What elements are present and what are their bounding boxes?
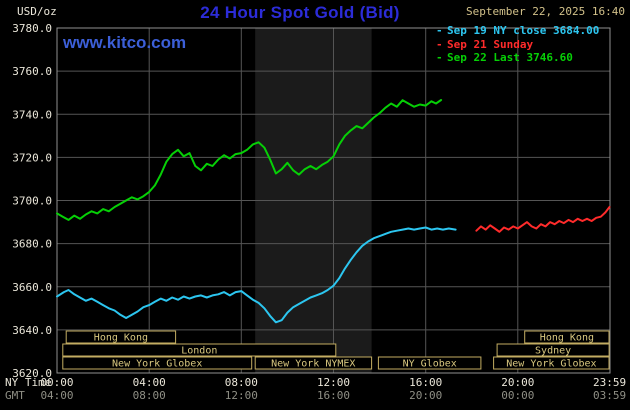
- session-box: [254, 356, 373, 370]
- session-box: [377, 356, 482, 370]
- session-label: New York Globex: [112, 359, 202, 370]
- y-tick-label: 3640.0: [12, 324, 52, 337]
- session-label: Hong Kong: [540, 333, 594, 344]
- legend-item-0: - Sep 19 NY close 3684.00: [436, 24, 599, 38]
- x-tick-label-ny: 23:59: [593, 376, 626, 389]
- chart-datetime: September 22, 2025 16:40: [466, 5, 625, 18]
- y-tick-label: 3700.0: [12, 195, 52, 208]
- session-label: Sydney: [535, 346, 571, 357]
- y-tick-label: 3660.0: [12, 281, 52, 294]
- y-tick-label: 3780.0: [12, 22, 52, 35]
- session-label: NY Globex: [403, 359, 457, 370]
- series-sep21: [475, 206, 611, 233]
- x-tick-label-gmt: 00:00: [501, 389, 534, 402]
- legend-line-swatch: -: [436, 24, 443, 37]
- session-label: New York Globex: [506, 359, 596, 370]
- session-label: London: [181, 346, 217, 357]
- y-tick-label: 3620.0: [12, 367, 52, 380]
- series-sep22: [56, 99, 443, 221]
- x-tick-label-gmt: 03:59: [593, 389, 626, 402]
- x-tick-label-ny: 12:00: [317, 376, 350, 389]
- x-tick-label-ny: 00:00: [40, 376, 73, 389]
- plot-border: [56, 27, 611, 374]
- legend-label: Sep 19 NY close 3684.00: [447, 24, 600, 37]
- y-tick-label: 3680.0: [12, 238, 52, 251]
- chart-title: 24 Hour Spot Gold (Bid): [200, 3, 400, 22]
- legend: - Sep 19 NY close 3684.00- Sep 21 Sunday - S…: [436, 24, 599, 65]
- x-tick-label-gmt: 08:00: [133, 389, 166, 402]
- session-box: [493, 356, 610, 370]
- x-axis-gmt-label: GMT: [5, 389, 25, 402]
- legend-line-swatch: -: [436, 51, 443, 64]
- legend-item-1: - Sep 21 Sunday: [436, 38, 599, 52]
- session-label: Hong Kong: [94, 333, 148, 344]
- y-tick-label: 3760.0: [12, 65, 52, 78]
- series-sep19: [56, 226, 457, 324]
- session-label: New York NYMEX: [271, 359, 355, 370]
- session-box: [62, 343, 337, 357]
- x-tick-label-ny: 08:00: [225, 376, 258, 389]
- x-axis-ny-label: NY Time: [5, 376, 51, 389]
- x-tick-label-ny: 04:00: [133, 376, 166, 389]
- unit-label: USD/oz: [17, 5, 57, 18]
- y-tick-label: 3740.0: [12, 108, 52, 121]
- x-tick-label-ny: 20:00: [501, 376, 534, 389]
- x-tick-label-ny: 16:00: [409, 376, 442, 389]
- x-tick-label-gmt: 20:00: [409, 389, 442, 402]
- legend-label: Sep 21 Sunday: [447, 37, 534, 51]
- session-box: [496, 343, 610, 357]
- legend-label: Sep 22 Last 3746.60: [447, 51, 573, 64]
- session-box: [65, 330, 177, 344]
- x-tick-label-gmt: 04:00: [40, 389, 73, 402]
- legend-line-swatch: -: [436, 37, 443, 51]
- legend-item-2: - Sep 22 Last 3746.60: [436, 51, 599, 65]
- session-box: [62, 356, 253, 370]
- y-tick-label: 3720.0: [12, 151, 52, 164]
- x-tick-label-gmt: 16:00: [317, 389, 350, 402]
- x-tick-label-gmt: 12:00: [225, 389, 258, 402]
- kitco-link[interactable]: www.kitco.com: [63, 33, 187, 52]
- session-box: [524, 330, 610, 344]
